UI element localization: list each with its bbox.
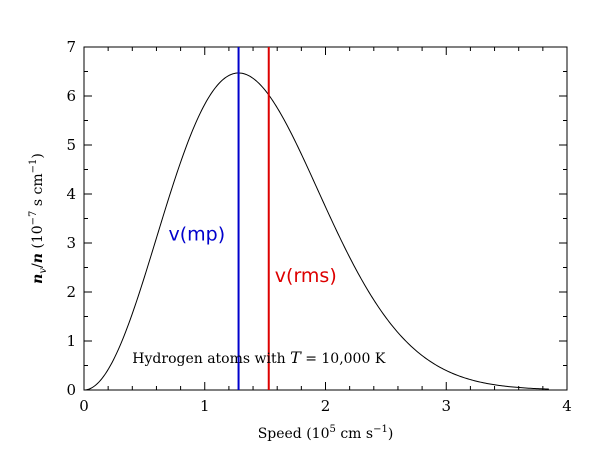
- plot-area: v(mp) v(rms): [83, 46, 568, 391]
- y-title-var: n: [30, 274, 46, 284]
- speed-markers: v(mp) v(rms): [169, 47, 337, 390]
- y-title-part: s cm: [30, 173, 46, 210]
- distribution-curve: [83, 72, 549, 391]
- x-tick-labels: 0 1 2 3 4: [79, 397, 572, 415]
- vmp-label: v(mp): [169, 224, 226, 246]
- axis-ticks: [83, 46, 568, 391]
- y-tick-label: 7: [66, 38, 76, 56]
- plot-frame: [83, 46, 568, 391]
- x-tick-label: 4: [562, 397, 572, 415]
- y-title-var: n: [30, 253, 46, 263]
- x-title-part: Speed (10: [258, 426, 330, 442]
- y-tick-label: 5: [66, 136, 76, 154]
- y-tick-label: 3: [66, 234, 76, 252]
- y-title-exponent: −1: [28, 159, 39, 174]
- x-title-exponent: −1: [373, 424, 388, 435]
- annotation-part: Hydrogen atoms with: [132, 351, 290, 367]
- x-tick-label: 0: [79, 397, 89, 415]
- y-title-part: (10: [30, 225, 46, 253]
- y-title-exponent: −7: [28, 211, 39, 226]
- x-axis-title: Speed (105 cm s−1): [258, 424, 394, 442]
- y-tick-labels: 0 1 2 3 4 5 6 7: [66, 38, 76, 399]
- annotation-var: T: [290, 348, 302, 367]
- y-title-subscript: v: [38, 268, 49, 274]
- x-title-part: cm s: [336, 426, 373, 442]
- y-title-part: /: [30, 263, 46, 268]
- x-title-exponent: 5: [330, 424, 336, 435]
- y-tick-label: 2: [66, 283, 76, 301]
- vrms-label: v(rms): [275, 265, 337, 287]
- y-tick-label: 6: [66, 87, 76, 105]
- annotation-part: = 10,000 K: [301, 351, 386, 367]
- annotation-text: Hydrogen atoms with T = 10,000 K: [132, 348, 386, 367]
- y-axis-title: nv/n (10−7 s cm−1): [28, 153, 49, 284]
- x-tick-label: 1: [200, 397, 210, 415]
- y-tick-label: 1: [66, 332, 76, 350]
- x-tick-label: 2: [321, 397, 331, 415]
- y-title-part: ): [30, 153, 46, 158]
- x-tick-label: 3: [441, 397, 451, 415]
- x-title-part: ): [388, 426, 393, 442]
- y-tick-label: 0: [66, 381, 76, 399]
- y-tick-label: 4: [66, 185, 76, 203]
